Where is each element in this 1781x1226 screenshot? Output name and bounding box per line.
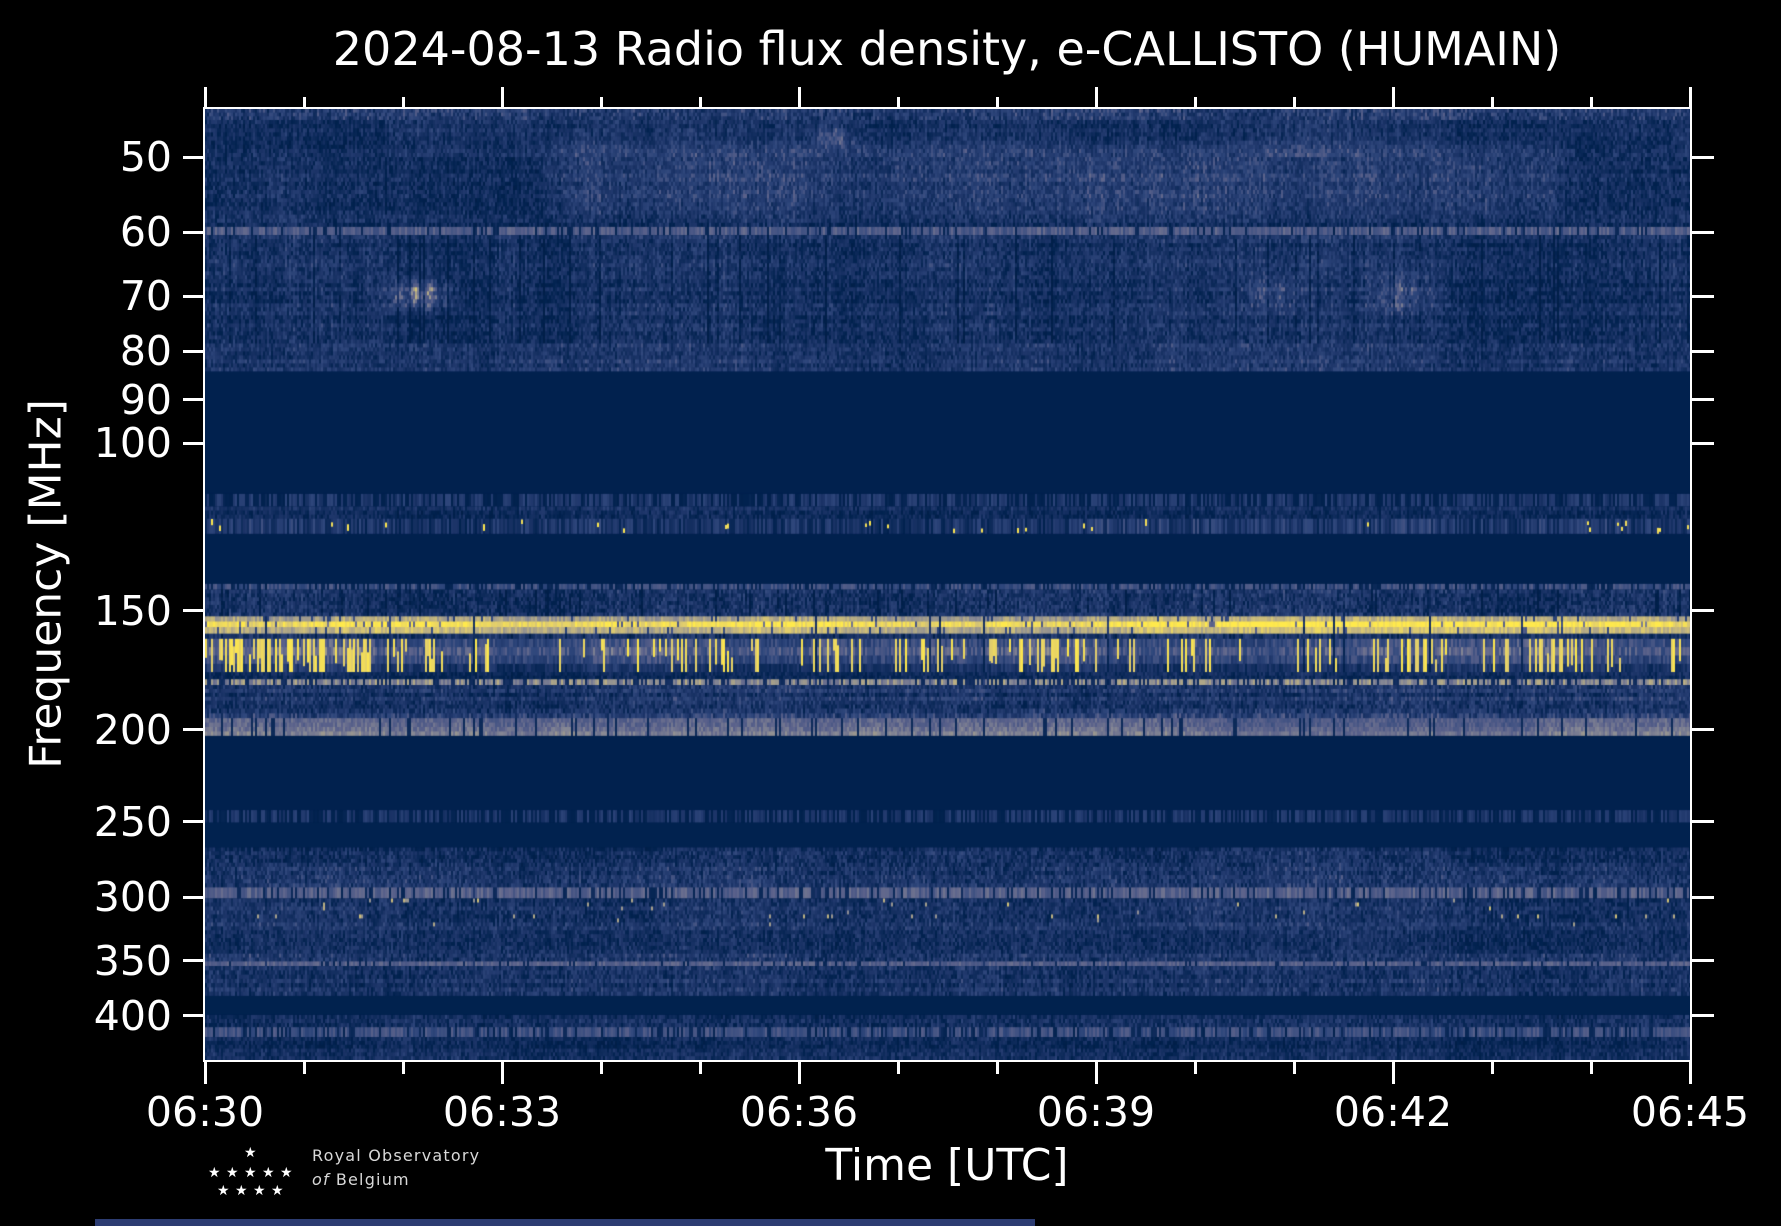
y-tick-label: 250 <box>93 797 172 846</box>
rob-logo-star-icon: ★ <box>226 1165 239 1181</box>
x-tick-top <box>1094 87 1098 109</box>
rob-logo-star-icon: ★ <box>271 1183 284 1199</box>
y-tick-right <box>1692 820 1714 824</box>
y-tick-label: 60 <box>119 208 172 257</box>
y-tick-left <box>183 959 205 963</box>
y-tick-left <box>183 155 205 159</box>
rob-logo-text-line2: of Belgium <box>312 1170 410 1189</box>
y-tick-right <box>1692 609 1714 613</box>
rob-logo-belgium: Belgium <box>335 1170 410 1189</box>
x-tick-minor-top <box>1589 97 1593 109</box>
plot-frame <box>203 107 1692 1062</box>
y-tick-label: 300 <box>93 873 172 922</box>
x-tick-top <box>1688 87 1692 109</box>
rob-logo-star-icon: ★ <box>262 1165 275 1181</box>
x-tick-major <box>797 1062 801 1084</box>
chart-title: 2024-08-13 Radio flux density, e-CALLIST… <box>332 22 1562 76</box>
rob-logo-star-icon: ★ <box>244 1165 257 1181</box>
x-tick-minor <box>995 1062 999 1074</box>
rob-logo-star-icon: ★ <box>244 1145 257 1161</box>
x-tick-minor-top <box>1193 97 1197 109</box>
y-tick-label: 200 <box>93 705 172 754</box>
y-tick-right <box>1692 959 1714 963</box>
x-tick-label: 06:39 <box>1036 1088 1156 1136</box>
x-tick-top <box>203 87 207 109</box>
x-tick-major <box>1688 1062 1692 1084</box>
x-tick-minor <box>1292 1062 1296 1074</box>
y-tick-right <box>1692 230 1714 234</box>
x-tick-major <box>1391 1062 1395 1084</box>
y-tick-right <box>1692 728 1714 732</box>
x-tick-minor-top <box>599 97 603 109</box>
y-tick-left <box>183 609 205 613</box>
y-tick-right <box>1692 398 1714 402</box>
x-tick-minor-top <box>698 97 702 109</box>
rob-logo-star-icon: ★ <box>217 1183 230 1199</box>
y-tick-label: 100 <box>93 419 172 468</box>
spectrogram-canvas <box>205 109 1690 1060</box>
y-tick-left <box>183 349 205 353</box>
y-tick-right <box>1692 294 1714 298</box>
y-tick-label: 90 <box>119 375 172 424</box>
x-tick-minor-top <box>995 97 999 109</box>
x-tick-minor <box>1193 1062 1197 1074</box>
x-tick-minor <box>302 1062 306 1074</box>
x-tick-minor <box>896 1062 900 1074</box>
rob-logo-star-icon: ★ <box>280 1165 293 1181</box>
y-tick-right <box>1692 895 1714 899</box>
y-tick-left <box>183 398 205 402</box>
x-tick-major <box>1094 1062 1098 1084</box>
y-tick-left <box>183 820 205 824</box>
rob-logo-star-icon: ★ <box>253 1183 266 1199</box>
rob-logo-text-line1: Royal Observatory <box>312 1146 481 1165</box>
y-tick-right <box>1692 441 1714 445</box>
x-tick-minor-top <box>1292 97 1296 109</box>
rob-logo-of: of <box>312 1170 330 1189</box>
x-tick-major <box>203 1062 207 1084</box>
x-tick-label: 06:36 <box>739 1088 859 1136</box>
x-tick-major <box>500 1062 504 1084</box>
x-tick-minor <box>401 1062 405 1074</box>
x-tick-top <box>797 87 801 109</box>
x-tick-top <box>500 87 504 109</box>
x-tick-minor-top <box>896 97 900 109</box>
x-tick-minor-top <box>302 97 306 109</box>
x-tick-top <box>1391 87 1395 109</box>
x-tick-label: 06:45 <box>1630 1088 1750 1136</box>
y-tick-left <box>183 294 205 298</box>
y-tick-label: 400 <box>93 991 172 1040</box>
x-tick-minor <box>599 1062 603 1074</box>
x-tick-minor-top <box>401 97 405 109</box>
y-tick-label: 150 <box>93 586 172 635</box>
y-tick-right <box>1692 349 1714 353</box>
y-tick-left <box>183 1014 205 1018</box>
x-tick-label: 06:33 <box>442 1088 562 1136</box>
x-tick-minor <box>698 1062 702 1074</box>
x-tick-minor <box>1589 1062 1593 1074</box>
x-tick-label: 06:30 <box>145 1088 265 1136</box>
x-tick-minor-top <box>1490 97 1494 109</box>
y-tick-right <box>1692 155 1714 159</box>
y-tick-label: 50 <box>119 133 172 182</box>
y-tick-left <box>183 728 205 732</box>
y-tick-label: 70 <box>119 272 172 321</box>
y-tick-label: 80 <box>119 327 172 376</box>
x-tick-label: 06:42 <box>1333 1088 1453 1136</box>
footer-strip <box>95 1219 1035 1226</box>
y-tick-left <box>183 230 205 234</box>
y-tick-label: 350 <box>93 936 172 985</box>
rob-logo-star-icon: ★ <box>235 1183 248 1199</box>
x-axis-label: Time [UTC] <box>825 1140 1069 1191</box>
y-tick-right <box>1692 1014 1714 1018</box>
rob-logo-star-icon: ★ <box>208 1165 221 1181</box>
y-tick-left <box>183 441 205 445</box>
x-tick-minor <box>1490 1062 1494 1074</box>
y-tick-left <box>183 895 205 899</box>
